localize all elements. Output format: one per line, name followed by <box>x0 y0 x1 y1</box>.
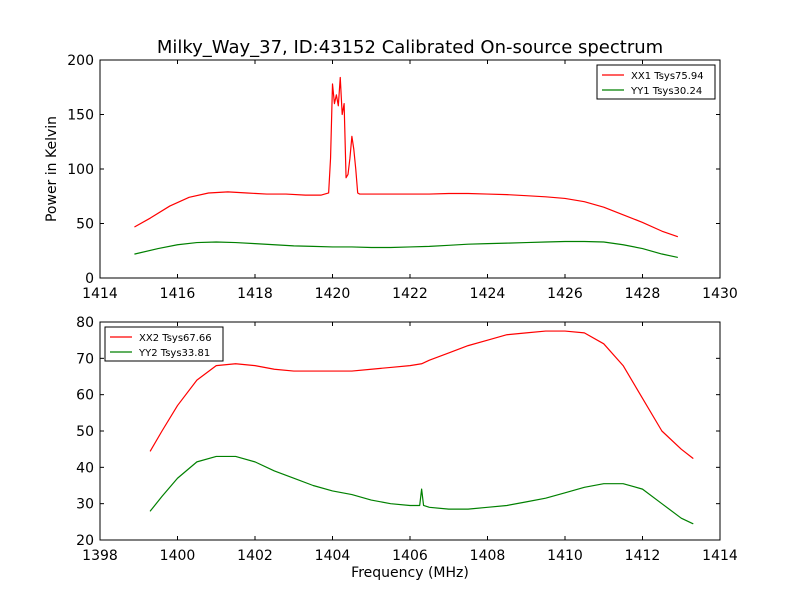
bottom-y-tick-label-6: 80 <box>76 315 94 331</box>
bottom-y-tick-label-2: 40 <box>76 460 94 476</box>
bottom-y-tick-label-1: 30 <box>76 497 94 513</box>
top-y-tick-label-4: 200 <box>67 53 94 69</box>
top-legend-label-1: YY1 Tsys30.24 <box>630 86 702 97</box>
bottom-series-group <box>149 330 694 525</box>
top-series-line-1 <box>134 240 678 258</box>
top-x-tick-label-6: 1426 <box>547 286 583 302</box>
bottom-x-tick-label-3: 1404 <box>315 548 351 564</box>
top-y-tick-label-3: 150 <box>67 108 94 124</box>
bottom-y-tick-label-5: 70 <box>76 351 94 367</box>
bottom-legend-label-0: XX2 Tsys67.66 <box>139 333 212 344</box>
bottom-x-tick-label-6: 1410 <box>547 548 583 564</box>
bottom-legend: XX2 Tsys67.66 YY2 Tsys33.81 <box>104 326 224 362</box>
top-legend-box <box>596 64 716 100</box>
top-plot: 1414 1416 1418 1420 1422 1424 1426 1428 1430 0 50 1… <box>44 53 738 302</box>
top-x-tick-label-1: 1416 <box>160 286 196 302</box>
top-legend: XX1 Tsys75.94 YY1 Tsys30.24 <box>596 64 716 100</box>
bottom-x-tick-label-5: 1408 <box>470 548 506 564</box>
top-y-tick-label-0: 0 <box>85 271 94 287</box>
bottom-y-tick-label-4: 60 <box>76 388 94 404</box>
top-x-tick-label-0: 1414 <box>82 286 118 302</box>
bottom-x-axis-label: Frequency (MHz) <box>351 565 469 581</box>
bottom-legend-box <box>104 326 224 362</box>
top-y-axis-label: Power in Kelvin <box>44 116 60 222</box>
top-x-tick-label-7: 1428 <box>625 286 661 302</box>
top-x-tick-label-8: 1430 <box>702 286 738 302</box>
top-series-group <box>134 76 678 258</box>
bottom-x-tick-label-0: 1398 <box>82 548 118 564</box>
bottom-x-tick-label-7: 1412 <box>625 548 661 564</box>
bottom-legend-label-1: YY2 Tsys33.81 <box>138 348 210 359</box>
bottom-x-tick-label-8: 1414 <box>702 548 738 564</box>
top-x-tick-label-2: 1418 <box>237 286 273 302</box>
top-legend-label-0: XX1 Tsys75.94 <box>631 71 704 82</box>
chart-title: Milky_Way_37, ID:43152 Calibrated On-sou… <box>157 37 663 58</box>
top-y-tick-label-2: 100 <box>67 162 94 178</box>
bottom-series-line-0 <box>149 330 694 459</box>
bottom-x-tick-label-2: 1402 <box>237 548 273 564</box>
bottom-y-tick-label-0: 20 <box>76 533 94 549</box>
bottom-x-tick-label-1: 1400 <box>160 548 196 564</box>
top-x-tick-label-3: 1420 <box>315 286 351 302</box>
bottom-plot: 1398 1400 1402 1404 1406 1408 1410 1412 1414 20 30… <box>76 315 738 581</box>
bottom-series-line-1 <box>149 455 694 525</box>
top-y-tick-label-1: 50 <box>76 217 94 233</box>
bottom-x-tick-label-4: 1406 <box>392 548 428 564</box>
top-series-line-0 <box>134 76 678 238</box>
top-x-tick-label-5: 1424 <box>470 286 506 302</box>
bottom-y-tick-label-3: 50 <box>76 424 94 440</box>
top-x-tick-label-4: 1422 <box>392 286 428 302</box>
